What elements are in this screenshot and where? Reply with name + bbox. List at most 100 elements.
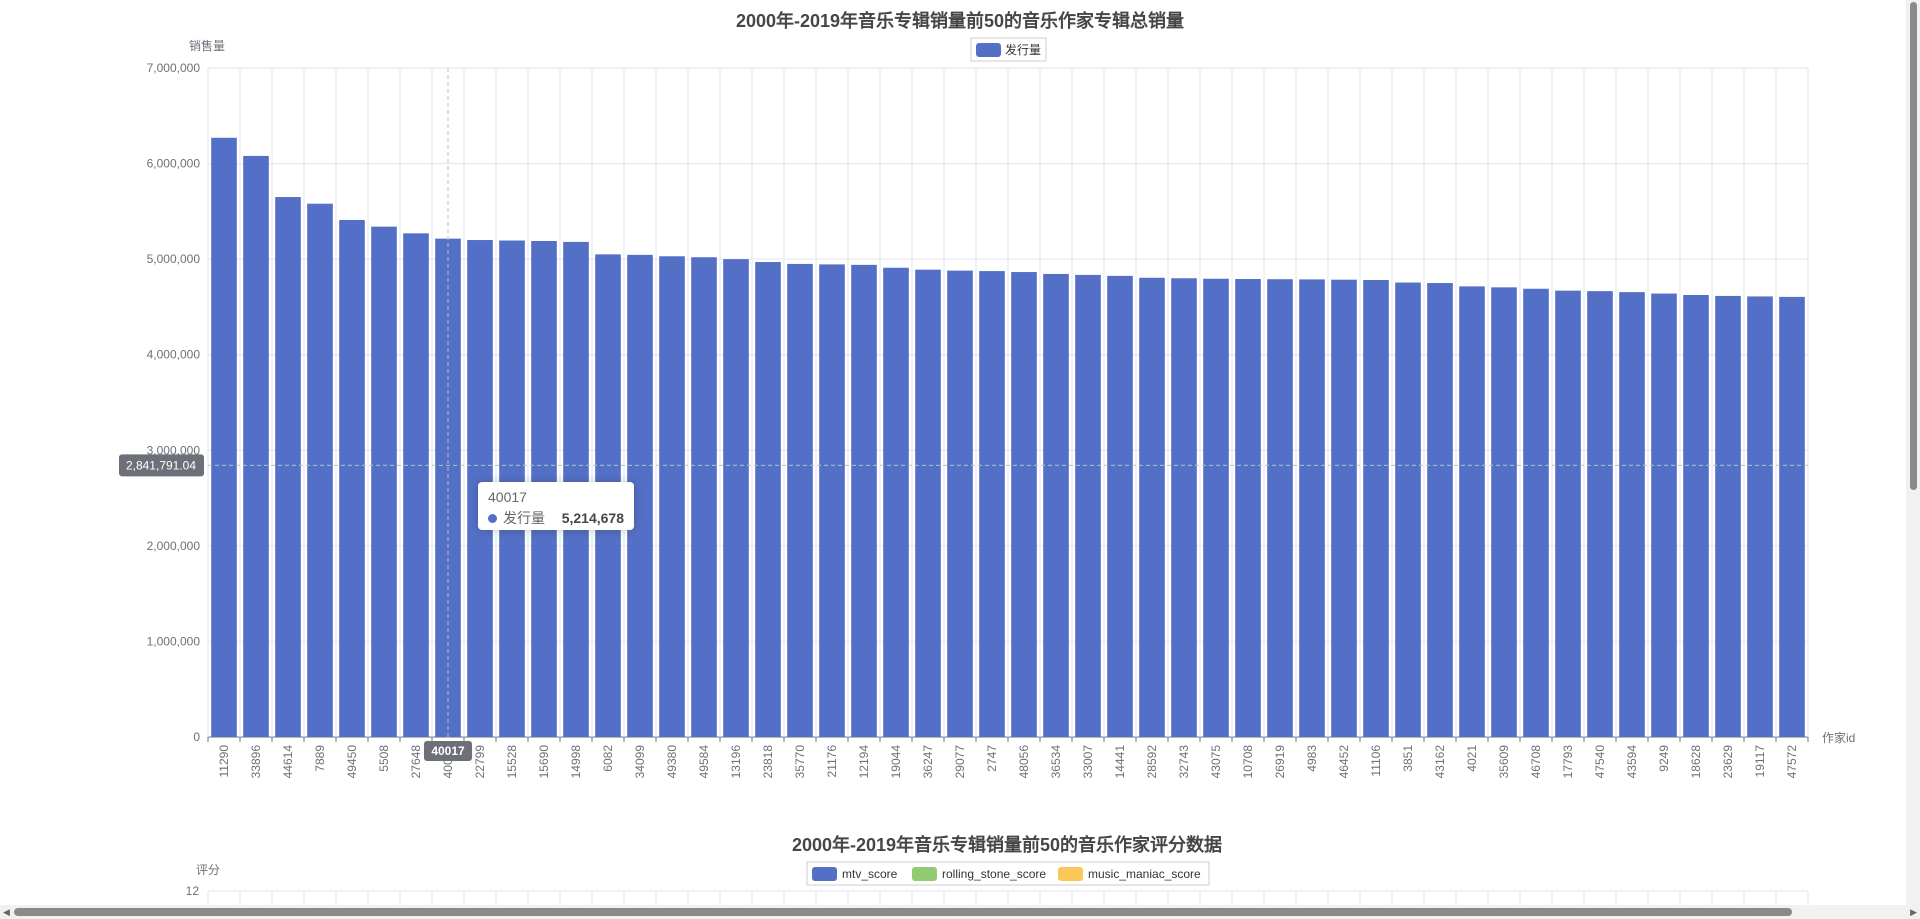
bar-23818[interactable] — [755, 262, 781, 737]
x-tick-label: 19117 — [1753, 745, 1767, 778]
bar-27648[interactable] — [403, 233, 429, 738]
x-tick-label: 11290 — [217, 745, 231, 778]
vertical-scrollbar[interactable] — [1906, 0, 1920, 919]
bar-26919[interactable] — [1267, 279, 1293, 737]
bar-48056[interactable] — [1011, 272, 1037, 737]
legend-box — [806, 861, 1210, 886]
x-tick-label: 15690 — [537, 745, 551, 779]
y-tick-label: 0 — [193, 730, 200, 744]
bar-32743[interactable] — [1171, 278, 1197, 737]
scroll-left-arrow-icon[interactable]: ◀ — [3, 907, 10, 917]
bar-33896[interactable] — [243, 155, 269, 737]
bar-49450[interactable] — [339, 219, 365, 738]
x-tick-label: 33896 — [249, 745, 263, 779]
bar-49584[interactable] — [691, 257, 717, 737]
x-tick-label: 35770 — [793, 745, 807, 779]
bar-4983[interactable] — [1299, 279, 1325, 737]
bar-35609[interactable] — [1491, 287, 1517, 737]
bar-9249[interactable] — [1651, 293, 1677, 737]
vertical-scrollbar-thumb[interactable] — [1910, 2, 1917, 490]
y-axis-title: 评分 — [196, 863, 220, 877]
bar-5508[interactable] — [371, 226, 397, 738]
y-tick-label: 2,000,000 — [147, 539, 201, 553]
bar-19044[interactable] — [883, 267, 909, 737]
legend-swatch-mtv_score — [812, 867, 837, 881]
bar-18628[interactable] — [1683, 294, 1709, 737]
x-tick-label: 23818 — [761, 745, 775, 779]
bar-11106[interactable] — [1363, 279, 1389, 737]
x-tick-label: 13196 — [729, 745, 743, 779]
bar-46708[interactable] — [1523, 288, 1549, 737]
y-tick-label: 6,000,000 — [147, 157, 201, 171]
bar-23629[interactable] — [1715, 295, 1741, 737]
x-tick-label: 10708 — [1241, 745, 1255, 779]
bar-12194[interactable] — [851, 264, 877, 737]
x-tick-label: 3851 — [1401, 745, 1415, 772]
bar-29077[interactable] — [947, 270, 973, 737]
y-tick-label: 12 — [186, 884, 200, 898]
bar-43162[interactable] — [1427, 283, 1453, 737]
pointer-x-label-box — [424, 741, 472, 761]
x-tick-label: 43162 — [1433, 745, 1447, 779]
tooltip-value: 5,214,678 — [561, 510, 624, 526]
bar-3851[interactable] — [1395, 282, 1421, 737]
bar-21176[interactable] — [819, 264, 845, 737]
bar-47540[interactable] — [1587, 291, 1613, 737]
x-tick-label: 12194 — [857, 745, 871, 779]
bar-46452[interactable] — [1331, 279, 1357, 737]
x-tick-label: 36534 — [1049, 745, 1063, 779]
tooltip-marker — [488, 513, 497, 523]
bar-14441[interactable] — [1107, 275, 1133, 737]
x-tick-label: 26919 — [1273, 745, 1287, 779]
chart-title: 2000年-2019年音乐专辑销量前50的音乐作家评分数据 — [792, 834, 1222, 855]
bar-35770[interactable] — [787, 263, 813, 737]
x-tick-label: 4021 — [1465, 745, 1479, 772]
scroll-right-arrow-icon[interactable]: ▶ — [1910, 907, 1917, 917]
y-tick-label: 5,000,000 — [147, 252, 201, 266]
x-tick-label: 47572 — [1785, 745, 1799, 779]
x-tick-label: 7889 — [313, 745, 327, 772]
bar-44614[interactable] — [275, 197, 301, 737]
x-tick-label: 29077 — [953, 745, 967, 779]
bar-10708[interactable] — [1235, 279, 1261, 737]
bar-36534[interactable] — [1043, 273, 1069, 737]
bar-2747[interactable] — [979, 271, 1005, 737]
x-tick-label: 49584 — [697, 745, 711, 779]
x-tick-label: 49450 — [345, 745, 359, 779]
bar-11290[interactable] — [211, 137, 237, 737]
bar-49380[interactable] — [659, 256, 685, 737]
x-tick-label: 6082 — [601, 745, 615, 772]
legend-swatch — [976, 43, 1001, 57]
bar-36247[interactable] — [915, 269, 941, 737]
tooltip-series-name: 发行量 — [503, 510, 545, 526]
x-tick-label: 27648 — [409, 745, 423, 779]
x-tick-label: 28592 — [1145, 745, 1159, 779]
x-tick-label: 11106 — [1369, 745, 1383, 777]
bar-47572[interactable] — [1779, 296, 1805, 737]
y-axis-title: 销售量 — [189, 38, 225, 53]
bar-19117[interactable] — [1747, 296, 1773, 737]
y-tick-label: 4,000,000 — [147, 348, 201, 362]
legend[interactable]: mtv_score rolling_stone_score music_maniac… — [806, 861, 1210, 886]
bar-17793[interactable] — [1555, 290, 1581, 737]
horizontal-scrollbar[interactable]: ◀ ▶ — [0, 905, 1920, 919]
tooltip: 40017 发行量 5,214,678 — [478, 482, 634, 530]
bar-4021[interactable] — [1459, 286, 1485, 737]
bar-13196[interactable] — [723, 259, 749, 737]
bar-28592[interactable] — [1139, 277, 1165, 737]
x-tick-label: 35609 — [1497, 745, 1511, 779]
x-tick-label: 14998 — [569, 745, 583, 779]
legend-label-rolling_stone_score: rolling_stone_score — [942, 867, 1046, 881]
legend[interactable]: 发行量 — [970, 37, 1047, 62]
x-tick-label: 44614 — [281, 745, 295, 779]
bar-7889[interactable] — [307, 203, 333, 737]
bar-43075[interactable] — [1203, 278, 1229, 737]
bar-43594[interactable] — [1619, 292, 1645, 737]
tooltip-title: 40017 — [488, 489, 527, 505]
x-tick-label: 46708 — [1529, 745, 1543, 779]
x-axis-title: 作家id — [1822, 730, 1855, 745]
horizontal-scrollbar-thumb[interactable] — [14, 908, 1792, 916]
bar-33007[interactable] — [1075, 274, 1101, 737]
x-tick-label: 5508 — [377, 745, 391, 772]
chart-title: 2000年-2019年音乐专辑销量前50的音乐作家专辑总销量 — [736, 10, 1184, 31]
